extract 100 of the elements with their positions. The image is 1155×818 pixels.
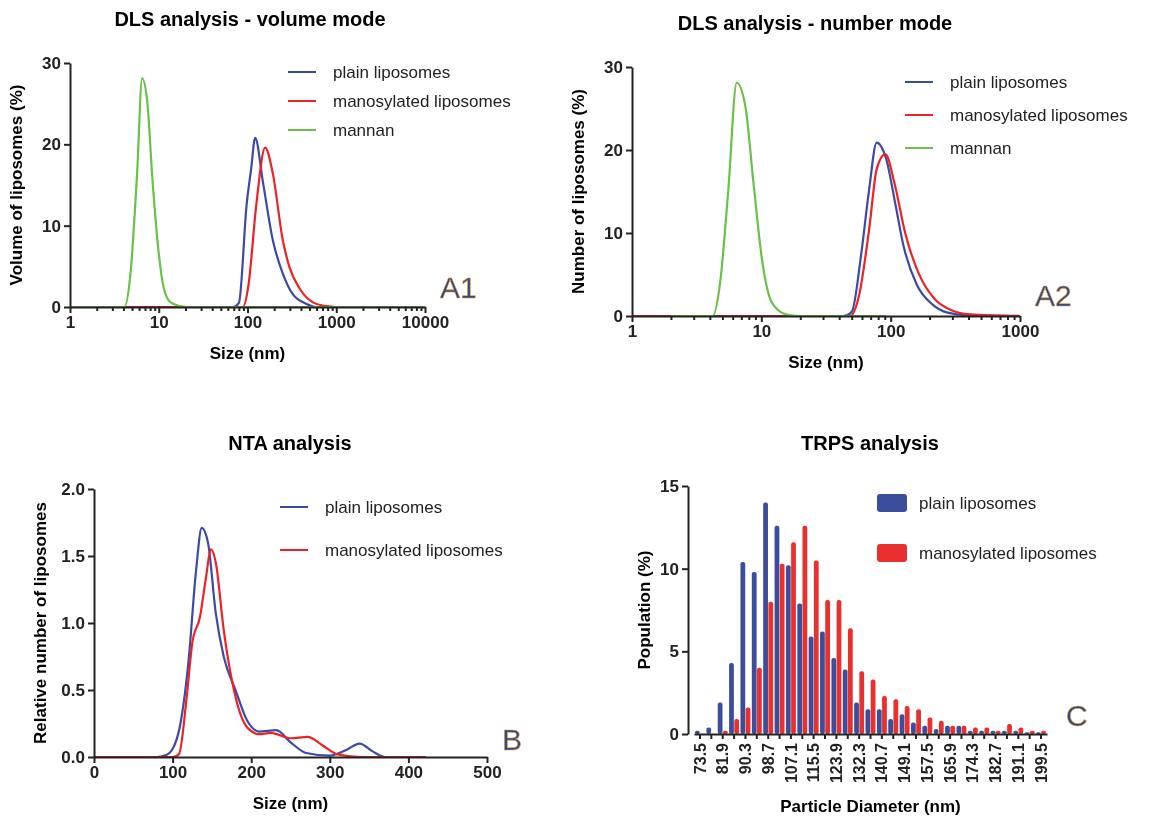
bar [825,600,831,734]
bar [847,628,853,734]
bar [791,542,796,734]
legend-label: manosylated liposomes [919,544,1097,563]
x-axis-title: Size (nm) [209,344,286,363]
x-tick-label: 107.1 [782,742,800,784]
x-tick-label: 149.1 [896,742,914,784]
bar [734,719,740,734]
x-tick-label: 200 [237,763,266,783]
bar [1007,724,1012,734]
x-axis-title: Size (nm) [252,794,329,813]
legend-label: manosylated liposomes [325,541,503,560]
y-tick-label: 1.5 [61,546,85,566]
x-tick-label: 115.5 [805,742,823,783]
x-tick-label: 157.5 [918,742,936,784]
bar [797,603,803,734]
bar [859,671,865,734]
y-axis-title: Relative number of liposomes [31,502,50,744]
x-tick-label: 0 [89,763,100,783]
bar [706,727,712,734]
bar [768,601,774,734]
legend-label: mannan [950,139,1012,158]
bar [938,720,944,734]
bar [950,725,956,734]
bar [984,727,990,734]
x-tick-label: 90.3 [737,742,755,775]
x-tick-label: 191.1 [1009,742,1027,784]
x-tick-label: 500 [473,763,502,783]
y-tick-label: 1.0 [61,613,85,633]
chart-title: TRPS analysis [801,432,939,454]
legend-label: plain liposomes [950,73,1068,92]
bar [893,699,899,734]
bar [882,695,887,734]
legend-label: plain liposomes [333,63,451,82]
legend-label: manosylated liposomes [950,106,1128,125]
y-tick-label: 10 [42,216,61,236]
x-tick-label: 182.7 [987,742,1005,784]
bar [740,562,746,734]
bar [904,705,910,734]
bar [831,657,837,734]
bar [757,667,762,734]
y-tick-label: 0.0 [61,747,85,767]
y-tick-label: 20 [604,140,623,160]
y-tick-label: 0 [51,297,61,317]
bar [751,571,757,734]
text: A1 [440,271,477,304]
x-tick-label: 300 [316,763,345,783]
bar [820,631,825,734]
y-tick-label: 30 [604,57,623,77]
text: B [502,723,523,756]
bar [802,525,808,734]
x-tick-label: 10 [752,322,772,342]
bar [888,719,894,734]
bar [876,709,882,734]
x-tick-label: 73.5 [691,742,709,775]
y-axis-title: Number of liposomes (%) [569,89,588,294]
bar [956,725,962,734]
x-tick-label: 132.3 [850,742,868,784]
x-tick-label: 98.7 [759,742,777,775]
y-tick-label: 0.5 [61,680,85,700]
x-tick-label: 174.3 [964,742,982,784]
chart-title: DLS analysis - number mode [677,12,953,34]
bar [763,502,768,734]
text: C [1066,699,1088,732]
x-tick-label: 100 [233,313,263,333]
x-axis-title: Particle Diameter (nm) [780,797,961,816]
chart-title: NTA analysis [228,432,352,454]
chart-title: DLS analysis - volume mode [114,8,386,30]
bar [785,565,791,734]
bar [910,722,916,734]
y-tick-label: 15 [660,476,679,496]
y-axis-title: Volume of liposomes (%) [7,84,26,286]
x-tick-label: 10000 [401,313,450,333]
x-tick-label: 81.9 [714,742,732,775]
y-tick-label: 30 [42,53,61,73]
x-tick-label: 100 [158,763,188,783]
bar [842,669,848,734]
x-tick-label: 123.9 [827,742,845,784]
x-tick-label: 1 [627,322,638,342]
bar [973,727,978,734]
x-tick-label: 140.7 [873,742,891,784]
y-tick-label: 20 [42,135,61,155]
legend-label: mannan [333,121,395,140]
bar [729,662,734,734]
y-axis-title: Population (%) [635,550,654,670]
y-tick-label: 5 [669,642,679,662]
bar [854,702,859,734]
x-tick-label: 1000 [317,313,356,333]
bar [922,725,928,734]
x-tick-label: 1 [65,313,76,333]
x-tick-label: 100 [876,322,906,342]
y-tick-label: 10 [660,559,679,579]
y-tick-label: 0 [669,724,679,744]
x-tick-label: 199.5 [1032,742,1050,784]
x-axis-title: Size (nm) [788,353,864,372]
legend-label: manosylated liposomes [333,92,511,111]
bar [916,709,921,734]
legend-label: plain liposomes [325,498,443,517]
x-tick-label: 165.9 [941,742,959,784]
y-tick-label: 2.0 [61,479,85,499]
